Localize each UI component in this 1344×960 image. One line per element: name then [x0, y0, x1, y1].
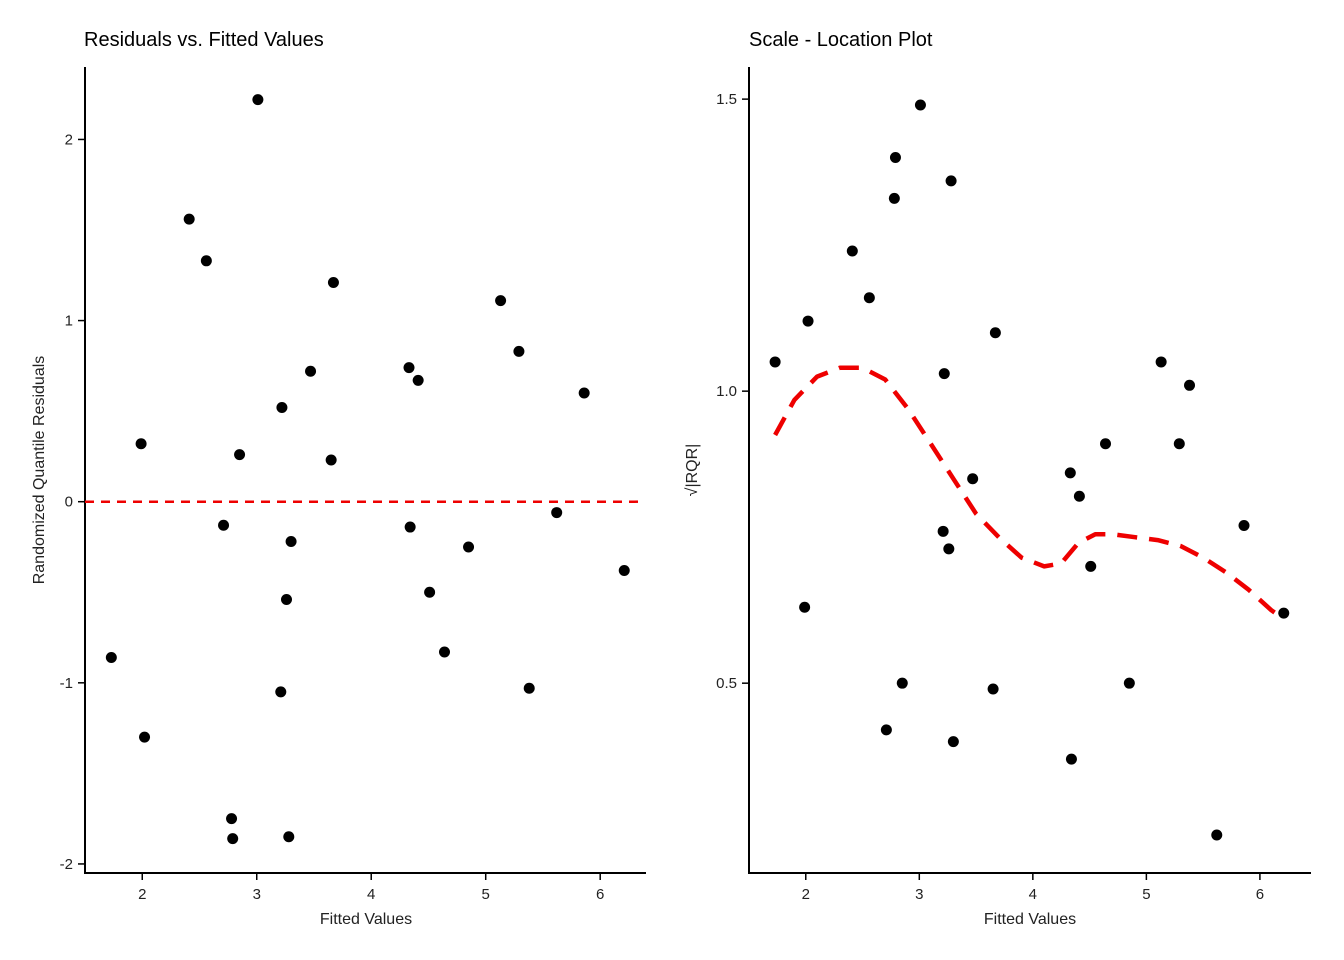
data-point	[403, 362, 415, 374]
data-point	[139, 731, 151, 743]
data-point	[1184, 379, 1196, 391]
data-point	[1211, 829, 1223, 841]
data-point	[325, 454, 337, 466]
residuals-x-axis-label: Fitted Values	[320, 911, 412, 928]
scale-location-x-ticks: 2 3 4 5 6	[802, 873, 1264, 903]
data-point	[424, 586, 436, 598]
data-point	[947, 736, 959, 748]
data-point	[234, 449, 246, 461]
x-tick-label: 6	[596, 886, 604, 903]
data-point	[799, 601, 811, 613]
data-point	[438, 646, 450, 658]
data-point	[938, 368, 950, 380]
data-point	[283, 831, 295, 843]
data-point	[1100, 438, 1112, 450]
data-point	[945, 175, 957, 187]
data-point	[135, 438, 147, 450]
data-point	[523, 682, 535, 694]
data-point	[305, 365, 317, 377]
data-point	[227, 833, 239, 845]
x-tick-label: 4	[367, 886, 375, 903]
x-tick-label: 5	[482, 886, 490, 903]
data-point	[327, 277, 339, 289]
data-point	[987, 683, 999, 695]
data-point	[880, 724, 892, 736]
y-tick-label: 2	[65, 131, 73, 148]
data-point	[769, 356, 781, 368]
data-point	[888, 192, 900, 204]
data-point	[1173, 438, 1185, 450]
data-point	[889, 152, 901, 164]
data-point	[989, 327, 1001, 339]
data-point	[551, 507, 563, 519]
data-point	[281, 594, 293, 606]
data-point	[1155, 356, 1167, 368]
data-point	[578, 387, 590, 399]
y-tick-label: -2	[60, 856, 73, 873]
y-tick-label: 0	[65, 494, 73, 511]
y-tick-label: 1.0	[716, 383, 737, 400]
data-point	[412, 374, 424, 386]
data-point	[404, 521, 416, 533]
scale-location-x-axis-label: Fitted Values	[984, 911, 1076, 928]
x-tick-label: 3	[253, 886, 261, 903]
data-point	[896, 677, 908, 689]
data-point	[1065, 753, 1077, 765]
data-point	[218, 519, 230, 531]
scale-location-points	[769, 99, 1290, 841]
data-point	[1085, 560, 1097, 572]
data-point	[463, 541, 475, 553]
scale-location-panel: Scale - Location Plot 0.5 1.0 1.5 2 3 4 5 6 Fi…	[684, 29, 1311, 928]
data-point	[252, 94, 264, 106]
data-point	[1073, 490, 1085, 502]
data-point	[937, 525, 949, 537]
residuals-y-ticks: -2 -1 0 1 2	[60, 131, 85, 873]
residuals-x-ticks: 2 3 4 5 6	[138, 873, 604, 903]
residual-points	[105, 94, 630, 845]
smooth-trend-line	[773, 365, 1286, 621]
y-tick-label: 1.5	[716, 91, 737, 108]
scale-location-y-ticks: 0.5 1.0 1.5	[716, 91, 749, 692]
data-point	[863, 292, 875, 304]
data-point	[275, 686, 287, 698]
residuals-plot-title: Residuals vs. Fitted Values	[84, 29, 324, 51]
data-point	[285, 536, 297, 548]
data-point	[105, 651, 117, 663]
y-tick-label: 0.5	[716, 675, 737, 692]
y-tick-label: 1	[65, 313, 73, 330]
y-tick-label: -1	[60, 675, 73, 692]
scale-location-plot-title: Scale - Location Plot	[749, 29, 933, 51]
x-tick-label: 2	[138, 886, 146, 903]
x-tick-label: 2	[802, 886, 810, 903]
data-point	[226, 813, 238, 825]
data-point	[914, 99, 926, 111]
data-point	[943, 543, 955, 555]
data-point	[495, 295, 507, 307]
data-point	[618, 565, 630, 577]
data-point	[1278, 607, 1290, 619]
x-tick-label: 6	[1256, 886, 1264, 903]
x-tick-label: 5	[1142, 886, 1150, 903]
data-point	[276, 402, 288, 414]
data-point	[967, 473, 979, 485]
x-tick-label: 4	[1029, 886, 1037, 903]
data-point	[200, 255, 212, 267]
data-point	[1238, 519, 1250, 531]
data-point	[513, 345, 525, 357]
residuals-vs-fitted-panel: Residuals vs. Fitted Values -2 -1 0 1 2 2 3 4 5…	[31, 29, 646, 928]
residuals-y-axis-label: Randomized Quantile Residuals	[31, 356, 48, 585]
data-point	[183, 213, 195, 225]
data-point	[802, 315, 814, 327]
data-point	[1123, 677, 1135, 689]
data-point	[846, 245, 858, 257]
data-point	[1064, 467, 1076, 479]
scale-location-y-axis-label: √|RQR|	[684, 444, 701, 497]
x-tick-label: 3	[915, 886, 923, 903]
